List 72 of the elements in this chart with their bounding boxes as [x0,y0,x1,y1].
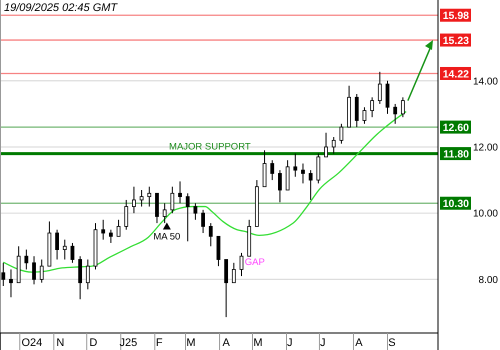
ref-line-label: 15.98 [442,10,470,22]
candlestick [393,103,398,124]
x-tick-label: J25 [120,336,138,349]
candlestick [78,256,82,300]
candlestick [362,106,366,124]
y-tick-label: 14.00 [472,76,498,88]
candlestick [301,163,305,184]
annotation: MA 50 [153,231,180,242]
y-tick-label: 8.00 [478,274,498,286]
ref-line-label: 10.30 [442,198,470,210]
candlestick [116,219,120,237]
x-tick-label: M [253,336,263,349]
y-tick-label: 12.00 [472,142,498,154]
candlestick [124,199,128,230]
ref-line-label: 11.80 [443,148,470,161]
candlestick [9,268,13,298]
candlestick [270,160,274,181]
candlestick [108,229,113,244]
y-tick-label: 10.00 [472,208,498,220]
candlestick [201,209,205,234]
candlestick [308,170,313,200]
candlestick [400,96,405,118]
candlestick [354,94,359,128]
candlestick [70,242,74,264]
candlestick [186,192,190,242]
candlestick [386,80,390,114]
candlestick [55,229,59,260]
candlestick [101,219,106,240]
candlestick [40,259,44,284]
candlestick [170,186,174,214]
candlestick [1,262,6,286]
x-tick-label: D [89,336,98,349]
x-tick-label: J [320,336,326,349]
candlestick [324,132,328,158]
ref-line-label: 15.23 [442,35,470,48]
candlestick [316,153,320,184]
x-tick-label: A [222,336,230,349]
candlestick [208,222,213,247]
x-tick-label: S [388,336,396,349]
candlestick [370,96,374,118]
candlestick [194,202,198,220]
candlestick [32,256,36,285]
x-tick-label: N [56,336,64,349]
candlestick [378,71,382,104]
annotation: GAP [244,257,265,268]
candlestick [86,259,90,290]
candlestick [332,136,336,154]
candlestick [262,150,266,188]
x-tick-label: M [186,336,196,349]
candlestick [286,160,290,190]
ref-line-label: 14.22 [442,68,470,80]
candlestick [340,123,344,144]
candlestick [140,190,144,208]
ref-line-label: 12.60 [442,122,470,134]
candlestick [293,153,298,178]
candlestick [232,262,236,284]
candlestick [62,239,67,260]
chart-title: 19/09/2025 02:45 GMT [4,2,118,14]
x-tick-label: A [355,336,364,349]
candlestick [216,236,220,267]
candlestick [278,170,282,203]
candlestick [132,186,136,214]
candlestick [162,202,167,224]
x-tick-label: F [156,336,163,349]
annotation: MAJOR SUPPORT [169,142,251,153]
candlestick [240,252,244,277]
candlestick [155,192,159,224]
candlestick [178,180,182,204]
x-tick-label: J [287,336,293,349]
candlestick [147,186,152,208]
x-tick-label: O24 [21,336,42,349]
candlestick [224,259,228,318]
